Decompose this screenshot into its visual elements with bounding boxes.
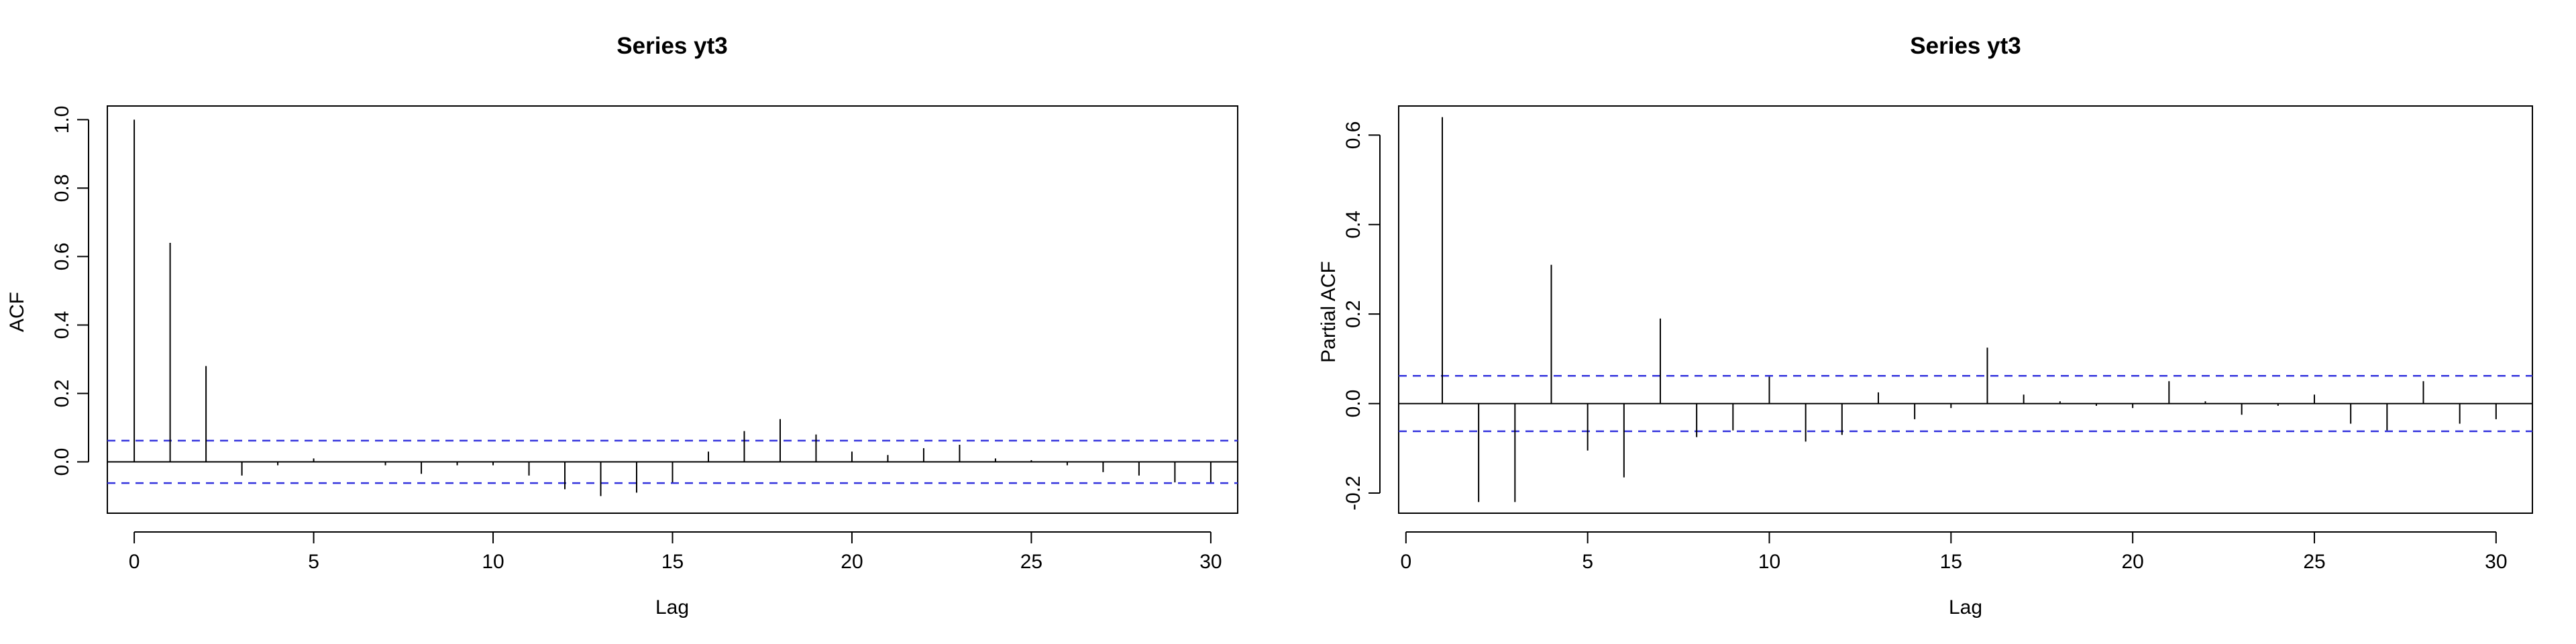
y-axis-label: Partial ACF — [1318, 261, 1340, 363]
y-axis-label: ACF — [6, 292, 28, 332]
plot-frame — [107, 105, 1238, 514]
x-tick-label: 15 — [1940, 551, 1962, 573]
chart-title: Series yt3 — [1910, 33, 2021, 59]
x-tick-label: 30 — [1199, 551, 1222, 573]
y-tick-label: 0.6 — [51, 243, 73, 271]
y-tick-label: 0.6 — [1342, 121, 1364, 149]
chart-title: Series yt3 — [616, 33, 727, 59]
y-tick-label: 0.0 — [51, 448, 73, 476]
x-tick-label: 25 — [2303, 551, 2325, 573]
x-tick-label: 15 — [661, 551, 684, 573]
x-tick-label: 25 — [1020, 551, 1042, 573]
plot-frame — [1398, 105, 2533, 514]
x-axis-label: Lag — [1949, 596, 1982, 619]
y-tick-label: 0.0 — [1342, 390, 1364, 418]
pacf-panel: Series yt3 Lag Partial ACF 0 5 10 15 20 25 30 -… — [1318, 33, 2533, 619]
x-tick-label: 30 — [2485, 551, 2507, 573]
y-tick-label: 0.8 — [51, 174, 73, 203]
y-tick-label: 0.2 — [51, 380, 73, 408]
y-tick-label: -0.2 — [1342, 476, 1364, 511]
x-tick-label: 0 — [129, 551, 140, 573]
x-tick-label: 20 — [2121, 551, 2143, 573]
x-tick-label: 5 — [308, 551, 319, 573]
x-tick-label: 20 — [841, 551, 863, 573]
y-tick-label: 1.0 — [51, 106, 73, 134]
y-tick-label: 0.4 — [51, 311, 73, 339]
y-tick-label: 0.2 — [1342, 300, 1364, 328]
acf-panel: Series yt3 Lag ACF 0 5 10 15 20 25 30 0.0 0.2 0.4… — [6, 33, 1238, 619]
x-tick-label: 0 — [1400, 551, 1411, 573]
x-axis-label: Lag — [655, 596, 689, 619]
x-tick-label: 10 — [1758, 551, 1780, 573]
x-tick-label: 10 — [482, 551, 504, 573]
y-tick-label: 0.4 — [1342, 211, 1364, 239]
x-tick-label: 5 — [1582, 551, 1593, 573]
